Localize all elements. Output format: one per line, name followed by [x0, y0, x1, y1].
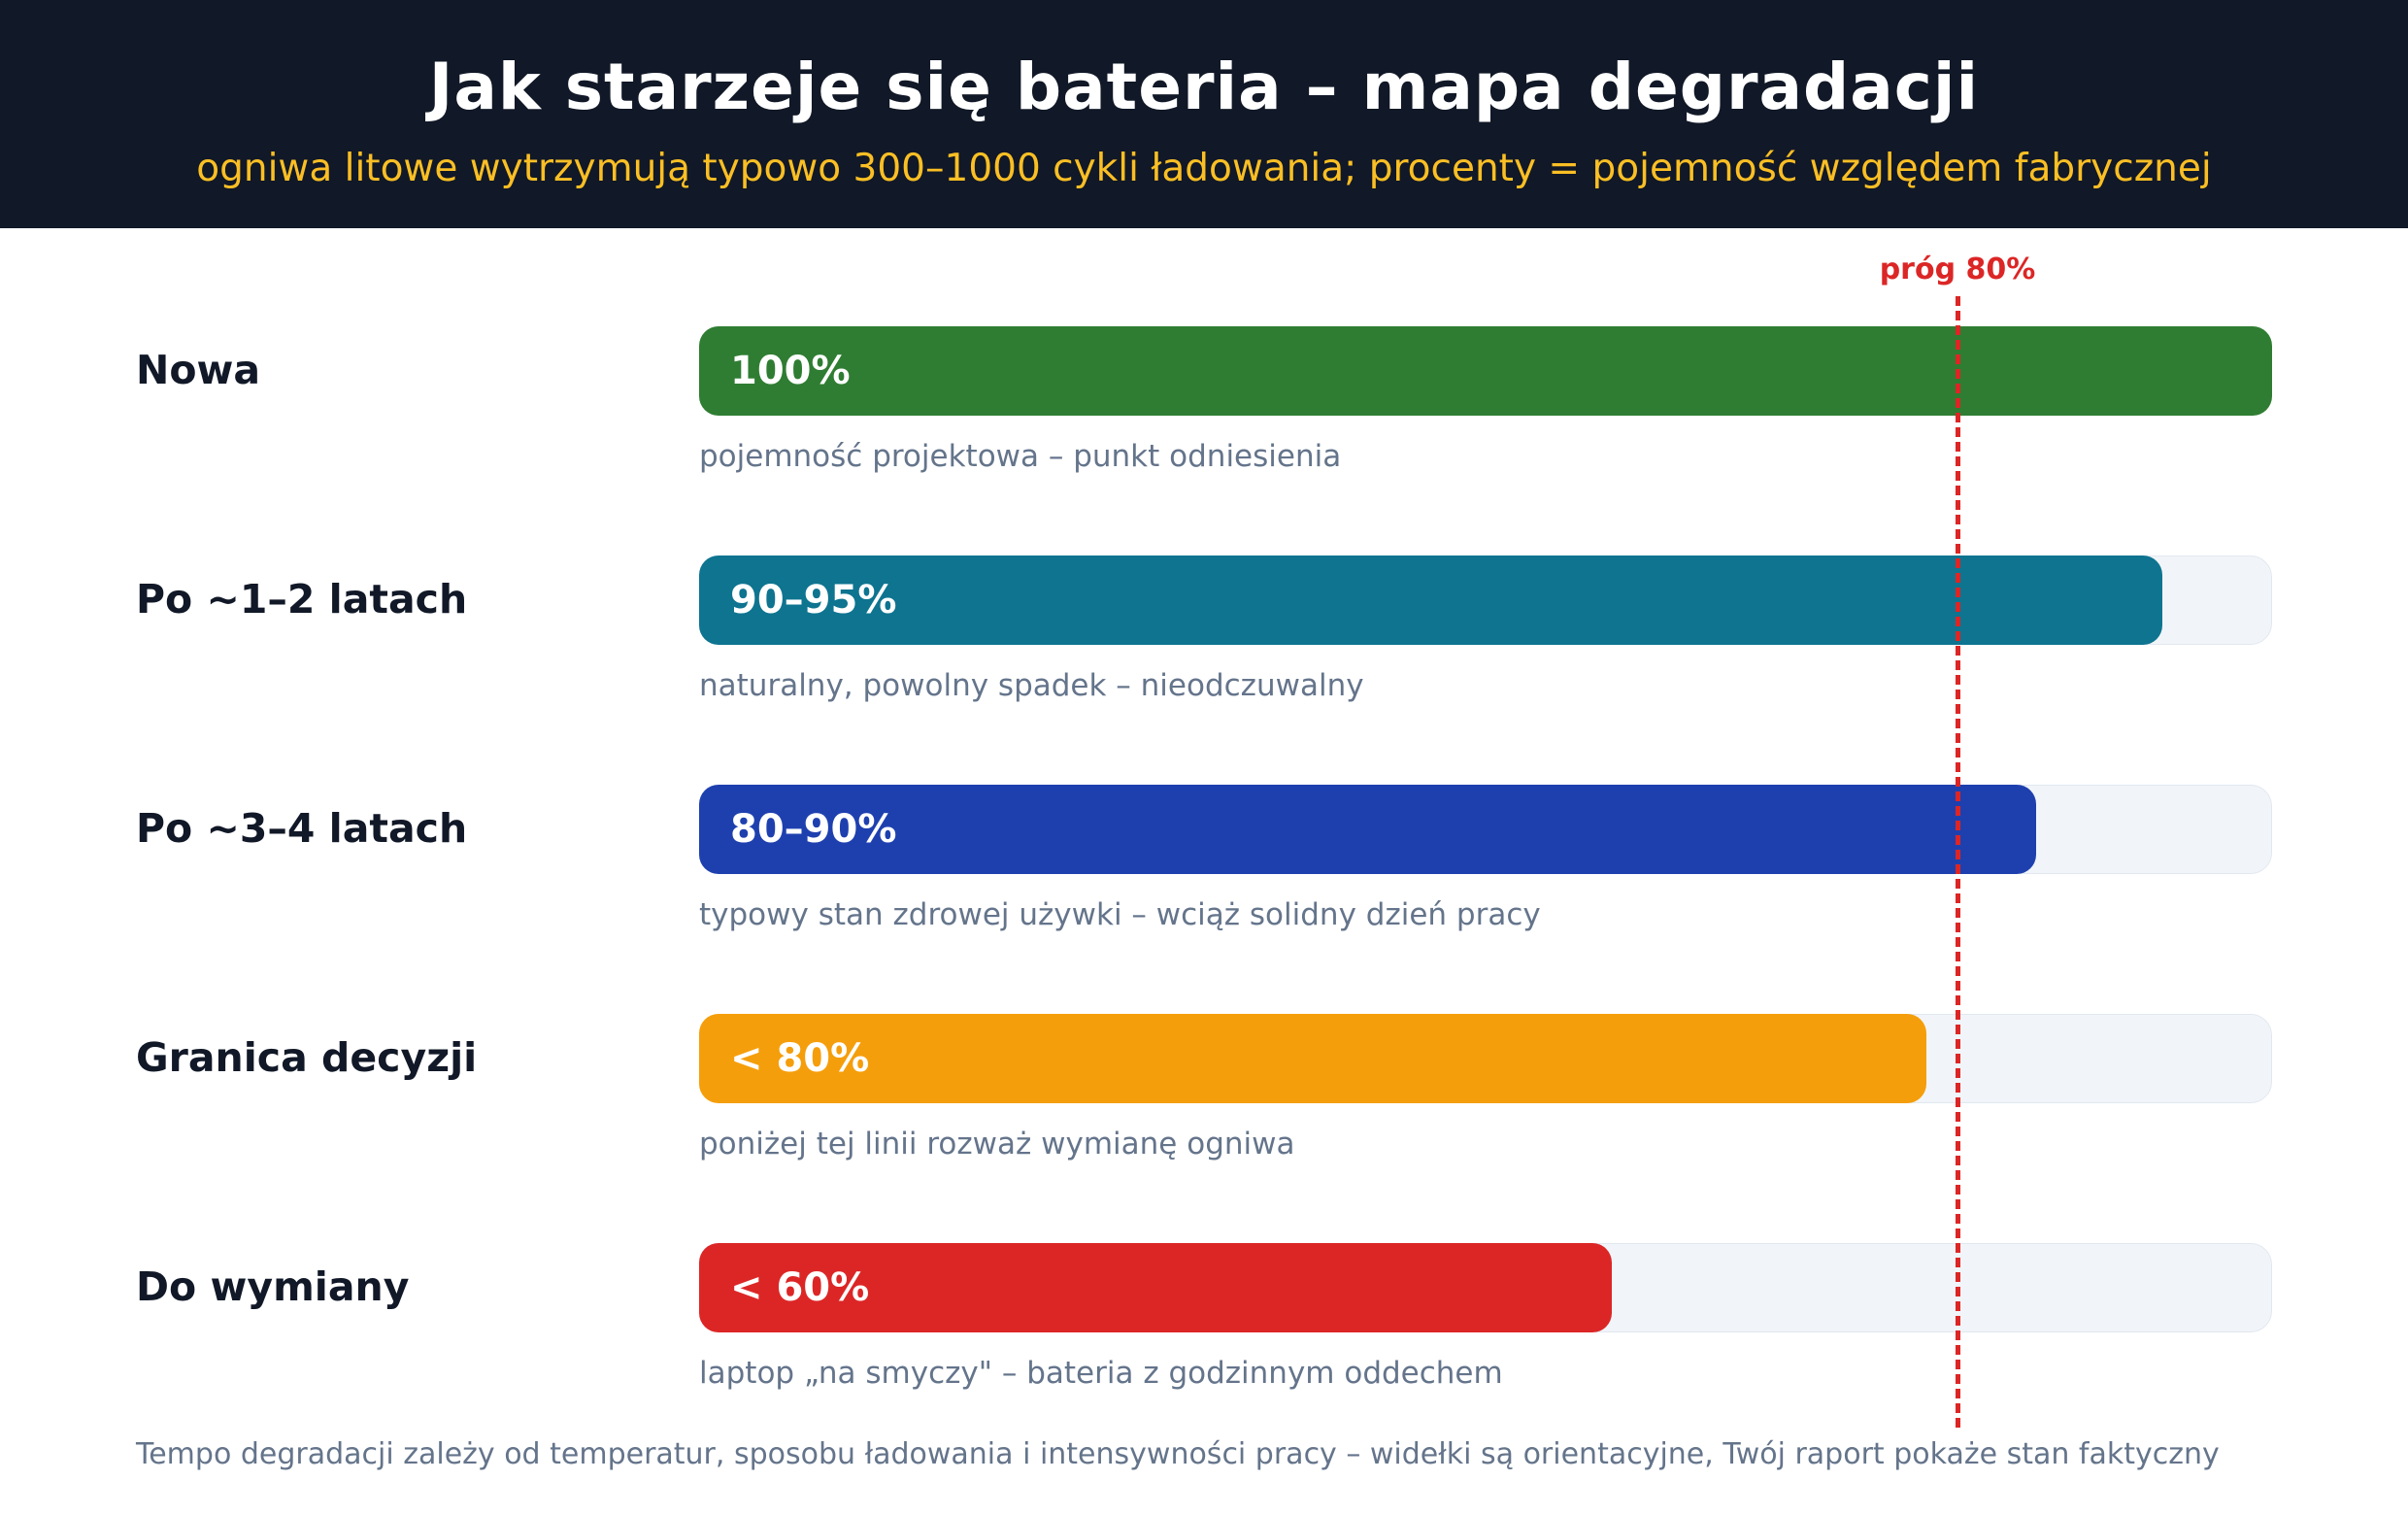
bar-note: laptop „na smyczy" – bateria z godzinnym… — [699, 1356, 1503, 1391]
bar — [699, 556, 2162, 645]
row-label: Po ~1–2 latach — [136, 576, 468, 623]
row-label: Po ~3–4 latach — [136, 805, 468, 852]
bar — [699, 326, 2272, 416]
bar-value-label: < 60% — [730, 1265, 870, 1310]
bar-value-label: 80–90% — [730, 807, 897, 852]
footnote: Tempo degradacji zależy od temperatur, s… — [136, 1437, 2220, 1471]
bar-note: naturalny, powolny spadek – nieodczuwaln… — [699, 668, 1364, 703]
bar-note: pojemność projektowa – punkt odniesienia — [699, 439, 1342, 474]
bar-value-label: < 80% — [730, 1036, 870, 1081]
bar-note: typowy stan zdrowej używki – wciąż solid… — [699, 897, 1541, 932]
row-label: Granica decyzji — [136, 1034, 478, 1081]
bar — [699, 1243, 1612, 1332]
threshold-label: próg 80% — [1879, 252, 2036, 286]
bar — [699, 1014, 1926, 1103]
chart-title: Jak starzeje się bateria – mapa degradac… — [428, 50, 1980, 124]
bar-value-label: 90–95% — [730, 578, 897, 623]
chart-subtitle: ogniwa litowe wytrzymują typowo 300–1000… — [196, 147, 2212, 190]
row-label: Do wymiany — [136, 1263, 410, 1310]
bar-note: poniżej tej linii rozważ wymianę ogniwa — [699, 1127, 1295, 1162]
row-label: Nowa — [136, 347, 261, 393]
bar-value-label: 100% — [730, 349, 851, 393]
header-banner: Jak starzeje się bateria – mapa degradac… — [0, 0, 2408, 228]
bar — [699, 785, 2036, 874]
threshold-line — [1956, 296, 1960, 1428]
